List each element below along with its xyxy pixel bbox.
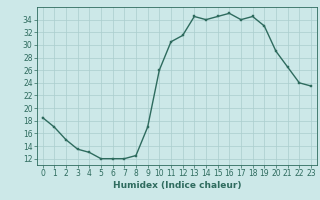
X-axis label: Humidex (Indice chaleur): Humidex (Indice chaleur): [113, 181, 241, 190]
